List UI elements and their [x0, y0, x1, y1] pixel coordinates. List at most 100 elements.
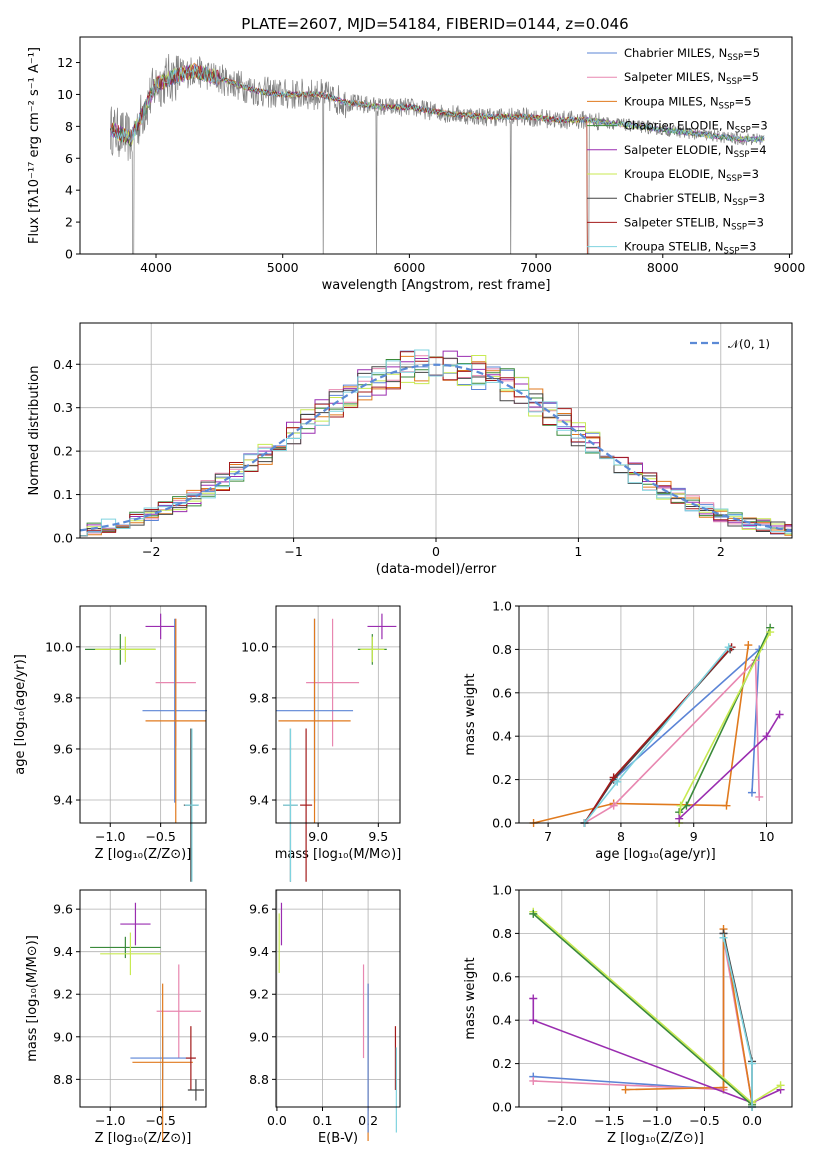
legend-entry: Kroupa ELODIE, NSSP=3 [624, 167, 759, 184]
y-tick-label: 9.0 [53, 1029, 73, 1044]
error-bar [132, 983, 193, 1142]
x-tick-label: 0 [432, 544, 440, 559]
y-tick-label: 2 [65, 215, 73, 230]
series-marker [675, 814, 684, 823]
model-line-salpeter-stelib [110, 64, 588, 254]
age-vs-mass-panel: 9.0 9.5 9.4 9.6 9.8 10.0 mass [log₁₀(M/M⊙)] [241, 605, 401, 882]
x-tick-label: 6000 [393, 260, 425, 275]
y-tick-label: 9.0 [249, 1029, 269, 1044]
y-tick-label: 9.4 [53, 793, 73, 808]
x-tick-label: 9 [690, 829, 698, 844]
x-tick-label: −1.0 [642, 1113, 672, 1128]
y-tick-label: 0.2 [492, 1056, 512, 1071]
figure-title: PLATE=2607, MJD=54184, FIBERID=0144, z=0… [241, 15, 628, 33]
y-tick-label: 9.6 [249, 902, 269, 917]
y-tick-label: 9.4 [53, 944, 73, 959]
series-marker [676, 801, 685, 810]
plot-frame [275, 605, 401, 824]
x-tick-label: −1.0 [95, 1113, 125, 1128]
legend-value: =3 [747, 215, 764, 229]
legend-value: =5 [742, 70, 759, 84]
legend-subscript: SSP [724, 247, 740, 257]
x-ticks: 4000 5000 6000 7000 8000 9000 [140, 254, 805, 275]
y-tick-label: 9.8 [53, 690, 73, 705]
error-bar [90, 936, 161, 959]
x-tick-label: −1.0 [95, 829, 125, 844]
y-tick-label: 0.3 [53, 400, 73, 415]
x-ticks: −2.0 −1.5 −1.0 −0.5 0.0 [547, 890, 762, 1128]
x-tick-label: 4000 [140, 260, 172, 275]
legend-subscript: SSP [727, 53, 743, 63]
y-tick-label: 0.6 [492, 685, 512, 700]
x-tick-label: −0.5 [145, 1113, 175, 1128]
series-marker [529, 909, 538, 918]
x-tick-label: −1.5 [594, 1113, 624, 1128]
x-ticks: 0.0 0.1 0.2 [267, 890, 378, 1128]
y-tick-label: 9.2 [249, 987, 269, 1002]
error-bar [278, 618, 351, 823]
legend-entry: Kroupa STELIB, NSSP=3 [624, 240, 756, 257]
y-tick-label: 0.4 [492, 1013, 512, 1028]
x-ticks: 9.0 9.5 [308, 606, 388, 844]
spectrum-lines [110, 53, 765, 254]
x-tick-label: −1 [284, 544, 302, 559]
y-tick-label: 0.0 [492, 816, 512, 831]
y-tick-label: 10 [57, 87, 73, 102]
legend-subscript: SSP [726, 174, 742, 184]
spectrum-legend: Chabrier MILES, NSSP=5 Salpeter MILES, NS… [587, 46, 768, 257]
y-axis-label: mass weight [463, 673, 478, 755]
x-ticks: −2 −1 0 1 2 [142, 323, 725, 559]
mass-vs-metallicity-panel: −1.0 −0.5 8.8 9.0 9.2 9.4 9.6 Z [log₁₀(Z/Z⊙)] ma… [25, 889, 207, 1146]
legend-subscript: SSP [719, 101, 735, 111]
y-tick-label: 0.0 [53, 531, 73, 546]
y-ticks: 0.0 0.1 0.2 0.3 0.4 [53, 357, 792, 546]
y-tick-label: 10.0 [241, 639, 269, 654]
y-tick-label: 9.4 [249, 944, 269, 959]
legend-entry: Kroupa MILES, NSSP=5 [624, 94, 751, 111]
y-ticks: 8.8 9.0 9.2 9.4 9.6 [53, 902, 206, 1087]
model-line-kroupa-miles [110, 62, 588, 254]
x-tick-label: −0.5 [145, 829, 175, 844]
y-tick-label: 0.8 [492, 642, 512, 657]
series-salpeter-elodie [529, 994, 785, 1107]
error-bar [145, 618, 206, 823]
y-tick-label: 0.2 [53, 444, 73, 459]
x-tick-label: 7 [544, 829, 552, 844]
series-marker [621, 1085, 630, 1094]
y-axis-label: mass [log₁₀(M/M⊙)] [25, 935, 40, 1062]
error-bar [120, 902, 151, 946]
error-bar [100, 932, 161, 976]
series-marker [719, 933, 728, 942]
error-bar [300, 728, 313, 882]
legend-entry: Salpeter STELIB, NSSP=3 [624, 215, 764, 232]
x-tick-label: 0.0 [267, 1113, 287, 1128]
x-tick-label: 9.0 [308, 829, 328, 844]
age-vs-metallicity-panel: −1.0 −0.5 9.4 9.6 9.8 10.0 Z [log₁₀(Z/Z⊙)] age … [13, 605, 208, 882]
error-bar [187, 1079, 204, 1101]
legend-value: =5 [734, 94, 751, 108]
error-bar [185, 1026, 196, 1090]
y-tick-label: 6 [65, 151, 73, 166]
series-line [678, 714, 781, 820]
series-kroupa-stelib [580, 643, 733, 827]
histograms [80, 349, 792, 537]
plot-frame [518, 889, 793, 1108]
x-tick-label: −2 [142, 544, 160, 559]
x-tick-label: 10 [759, 829, 775, 844]
series-marker [762, 732, 771, 741]
plot-frame [275, 889, 401, 1108]
legend-value: =5 [743, 46, 760, 60]
series-line [583, 646, 730, 824]
y-axis-label: mass weight [463, 957, 478, 1039]
legend-entry: Salpeter MILES, NSSP=5 [624, 70, 759, 87]
x-tick-label: 9000 [774, 260, 806, 275]
series-marker [747, 788, 756, 797]
error-bar [142, 618, 208, 803]
y-ticks: 0.0 0.2 0.4 0.6 0.8 1.0 [492, 599, 792, 831]
plot-frame [79, 605, 207, 824]
error-bar [145, 613, 176, 640]
y-tick-label: 0.2 [492, 772, 512, 787]
plot-frame [79, 889, 207, 1108]
error-bar [367, 613, 397, 640]
